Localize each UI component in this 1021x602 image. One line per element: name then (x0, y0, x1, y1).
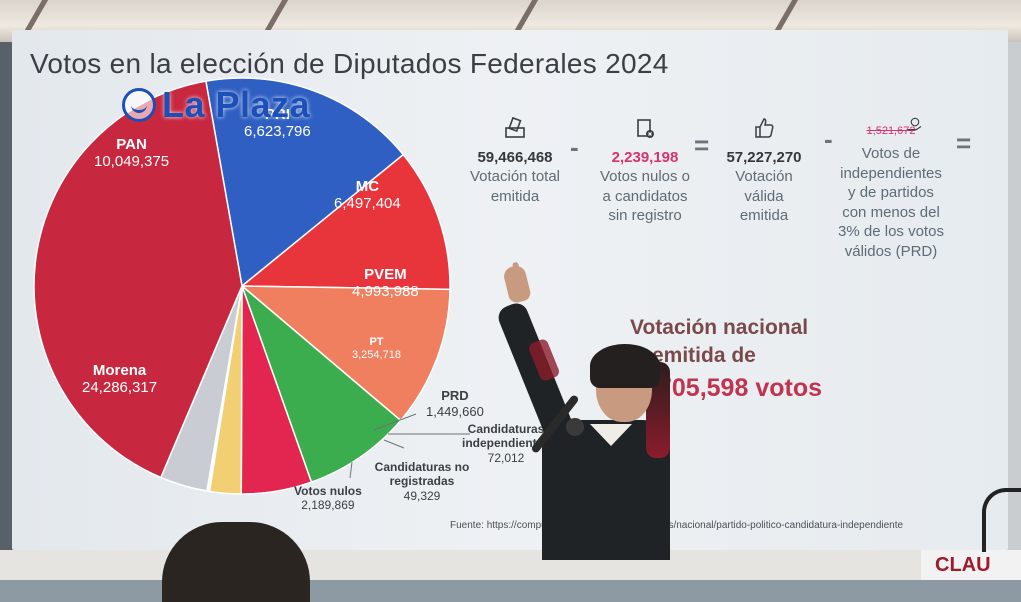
right-wall (1005, 42, 1021, 580)
slice-value-no-registradas: 49,329 (403, 488, 441, 503)
pie-chart (33, 77, 470, 495)
leader-line-prd (373, 413, 417, 431)
slice-value-pt: 3,254,718 (352, 348, 401, 361)
slice-label-nulos: Votos nulos 2,189,869 (294, 484, 362, 513)
slice-label-pvem: PVEM 4,993,988 (352, 266, 419, 301)
la-plaza-logo-icon (122, 88, 156, 122)
slice-value-mc: 6,497,404 (334, 195, 401, 213)
total-votes-caption: Votación total emitida (469, 168, 561, 205)
pie-slice-pan (205, 77, 405, 288)
slice-name-prd: PRD (441, 388, 469, 403)
leader-line-nulos (349, 461, 353, 479)
slice-label-no-registradas: Candidaturas no registradas 49,329 (370, 460, 474, 503)
watermark: La Plaza (122, 84, 310, 126)
nulos-caption: Votos nulos o a candidatos sin registro (599, 168, 691, 224)
watermark-text: La Plaza (162, 84, 311, 125)
result-line-1: Votación nacional (630, 316, 809, 339)
slice-value-morena: 24,286,317 (82, 379, 158, 397)
total-votes-value: 59,466,468 (477, 148, 553, 166)
slice-value-pan: 10,049,375 (94, 153, 170, 171)
slide-title: Votos en la elección de Diputados Federa… (30, 48, 669, 79)
minus-operator: - (570, 132, 579, 162)
result-votes: 705,598 votos (658, 374, 822, 402)
slice-value-nulos: 2,189,869 (301, 498, 355, 513)
podium-sign-text: CLAU (935, 554, 991, 576)
slice-name-pvem: PVEM (364, 266, 407, 283)
formula-valida: 57,227,270 Votación válida emitida (712, 116, 816, 226)
hand-money-icon (907, 117, 922, 131)
slice-name-pt: PT (369, 336, 384, 348)
pie-slice-pri (239, 153, 451, 291)
microphone-head (566, 418, 584, 436)
valida-value: 57,227,270 (726, 148, 802, 166)
microphone-stand (982, 488, 1021, 552)
formula-nulos: 2,239,198 Votos nulos o a candidatos sin… (586, 116, 704, 226)
leader-line-no-registradas (383, 439, 405, 449)
prd-caption: Votos de independientes y de partidos co… (838, 145, 944, 260)
equals-operator: = (694, 130, 710, 160)
ballot-box-icon (505, 116, 525, 138)
slice-name-independientes: Candidaturas independientes (461, 422, 550, 451)
valida-caption: Votación válida emitida (735, 168, 793, 224)
nulos-value: 2,239,198 (611, 148, 679, 166)
slice-name-pri: PRI (264, 106, 290, 123)
source-note: Fuente: https://computos2024.ine.mx/dipu… (450, 520, 904, 531)
pie-slice-pvem (240, 283, 402, 484)
slice-label-mc: MC 6,497,404 (334, 178, 401, 213)
slice-label-pan: PAN 10,049,375 (94, 136, 169, 171)
slice-label-morena: Morena 24,286,317 (82, 362, 157, 397)
slice-name-nulos: Votos nulos (294, 484, 362, 498)
podium-sign: CLAU (921, 550, 1021, 580)
slice-value-independientes: 72,012 (487, 450, 525, 465)
projected-slide: Votos en la elección de Diputados Federa… (12, 30, 1008, 550)
formula-prd: 1,521,672 Votos de independientes y de p… (826, 117, 956, 261)
equals-operator-2: = (956, 128, 972, 158)
slice-label-prd: PRD 1,449,660 (426, 388, 484, 419)
slice-value-prd: 1,449,660 (426, 403, 484, 419)
slice-value-pvem: 4,993,988 (352, 283, 419, 301)
clipboard-x-icon (637, 119, 654, 138)
left-wall (0, 42, 14, 580)
slice-label-pri: PRI 6,623,796 (244, 106, 311, 141)
slice-label-pt: PT 3,254,718 (352, 336, 401, 361)
formula-total: 59,466,468 Votación total emitida (456, 116, 574, 206)
pie-slice-mc (239, 285, 451, 422)
minus-operator-2: - (824, 124, 833, 154)
speaker-hair (590, 344, 660, 388)
result-line-2: emitida de (652, 344, 756, 367)
slice-name-mc: MC (355, 178, 380, 195)
prd-value: 1,521,672 (866, 125, 916, 137)
slice-label-independientes: Candidaturas independientes 72,012 (458, 422, 554, 465)
slice-value-pri: 6,623,796 (244, 123, 311, 141)
slice-name-no-registradas: Candidaturas no registradas (374, 460, 470, 489)
slice-name-pan: PAN (116, 136, 147, 153)
stage-floor (0, 550, 1021, 580)
thumbs-up-icon (755, 118, 774, 138)
slice-name-morena: Morena (92, 362, 147, 379)
